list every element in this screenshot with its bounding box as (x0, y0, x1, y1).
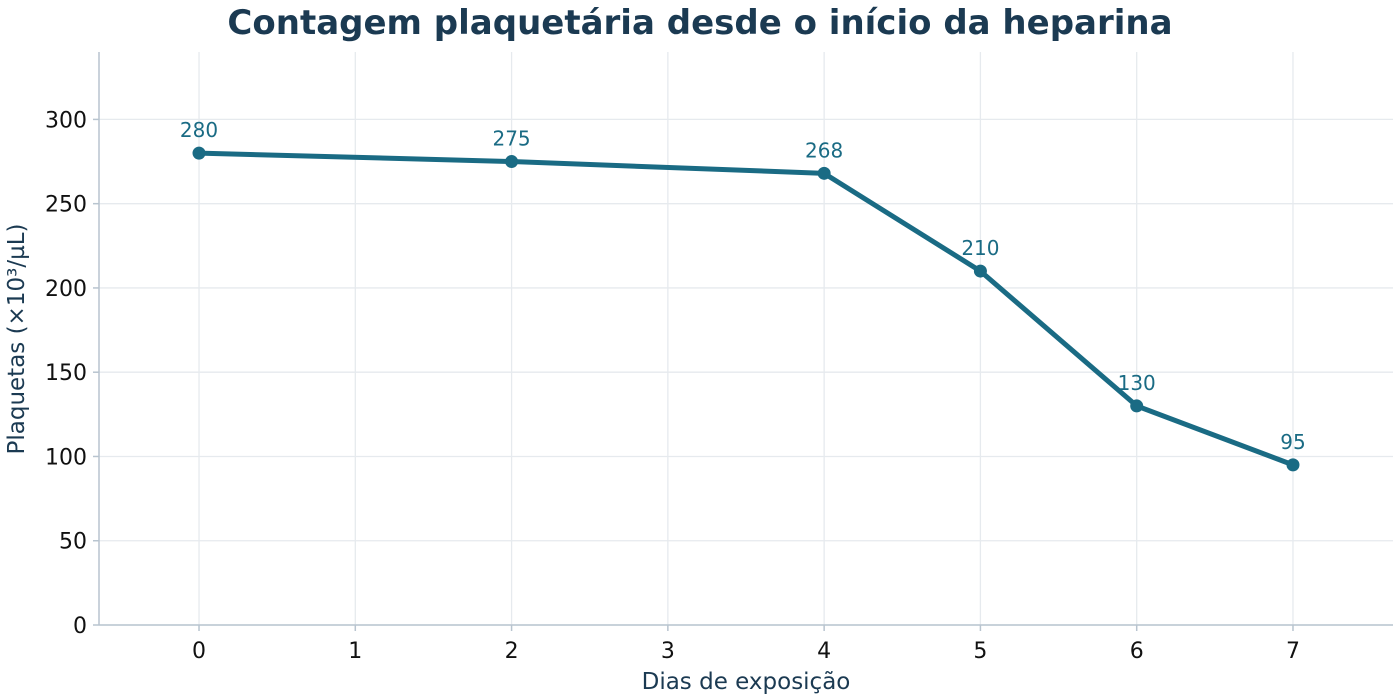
y-tick-label: 250 (45, 193, 87, 218)
y-tick-label: 150 (45, 361, 87, 386)
y-tick-label: 100 (45, 445, 87, 470)
x-tick-label: 3 (661, 639, 675, 664)
data-point (505, 155, 519, 169)
x-tick-label: 4 (817, 639, 831, 664)
y-tick-label: 200 (45, 277, 87, 302)
data-point (973, 264, 987, 278)
y-tick-label: 300 (45, 108, 87, 133)
labels-layer: 280 275 268 210 130 95 (180, 118, 1306, 454)
chart-title: Contagem plaquetária desde o início da h… (227, 3, 1172, 43)
y-axis-label: Plaquetas (×10³/µL) (4, 224, 30, 455)
x-tick-label: 5 (973, 639, 987, 664)
x-axis-label: Dias de exposição (642, 669, 851, 695)
x-tick-label: 6 (1130, 639, 1144, 664)
data-label: 210 (961, 236, 999, 260)
data-label: 275 (492, 127, 530, 151)
data-point (817, 166, 831, 180)
axes-layer (98, 52, 1393, 626)
data-label: 268 (805, 138, 843, 162)
x-tick-label: 0 (192, 639, 206, 664)
data-label: 130 (1118, 371, 1156, 395)
y-tick-label: 50 (59, 530, 87, 555)
grid-layer (99, 52, 1393, 626)
x-tick-label: 7 (1286, 639, 1300, 664)
series-line (196, 150, 1296, 468)
data-label: 95 (1280, 430, 1305, 454)
data-point (1286, 458, 1300, 472)
ticks-layer: 0 1 2 3 4 5 6 7 0 50 100 150 200 250 300 (45, 108, 1300, 664)
y-tick-label: 0 (73, 614, 87, 639)
x-tick-label: 1 (348, 639, 362, 664)
x-tick-label: 2 (505, 639, 519, 664)
series-layer (192, 146, 1300, 472)
data-label: 280 (180, 118, 218, 142)
data-point (192, 146, 206, 160)
data-point (1130, 399, 1144, 413)
